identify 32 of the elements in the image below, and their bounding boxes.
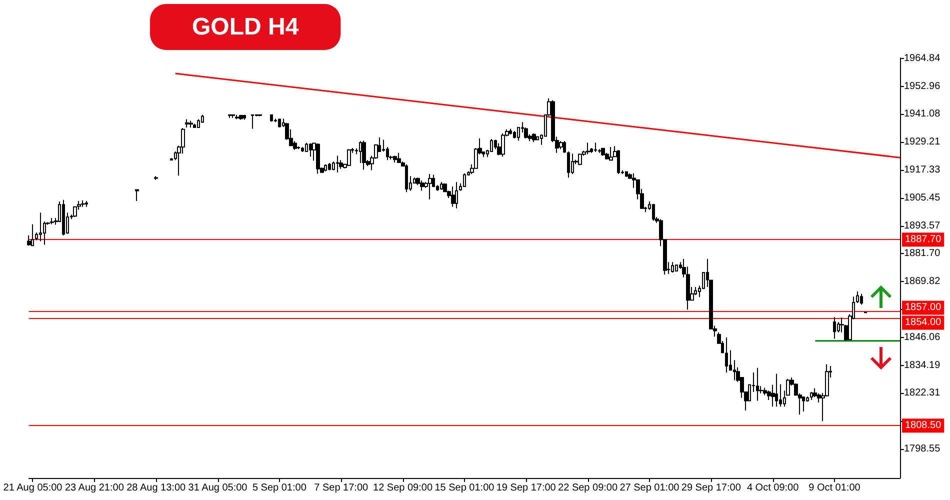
x-tick-label: 21 Aug 05:00 (3, 482, 63, 494)
x-tick-label: 7 Sep 17:00 (314, 482, 369, 494)
ref-line-label: 1854.00 (905, 317, 942, 328)
x-tick-label: 27 Sep 01:00 (620, 482, 680, 494)
x-tick-label: 5 Sep 01:00 (252, 482, 307, 494)
y-tick-label: 1964.84 (904, 52, 941, 64)
x-tick-label: 28 Aug 13:00 (126, 482, 186, 494)
y-tick-label: 1941.08 (904, 108, 941, 120)
chart-title: GOLD H4 (192, 14, 300, 40)
x-tick-label: 4 Oct 09:00 (746, 482, 800, 494)
y-tick-label: 1846.06 (904, 332, 941, 343)
y-tick-label: 1822.31 (904, 388, 941, 399)
x-tick-label: 22 Sep 09:00 (558, 482, 618, 494)
x-tick-label: 12 Sep 09:00 (373, 482, 433, 494)
ref-line-label: 1887.70 (905, 234, 942, 246)
x-tick-label: 9 Oct 01:00 (808, 482, 861, 494)
y-tick-label: 1893.57 (904, 220, 941, 232)
x-tick-label: 23 Aug 21:00 (64, 482, 124, 494)
y-tick-label: 1929.21 (904, 136, 941, 148)
y-tick-label: 1881.70 (904, 248, 941, 260)
y-tick-label: 1952.96 (904, 80, 941, 92)
x-tick-label: 19 Sep 17:00 (496, 482, 556, 494)
y-tick-label: 1834.19 (904, 360, 941, 371)
y-tick-label: 1905.45 (904, 192, 941, 204)
x-tick-label: 31 Aug 05:00 (188, 482, 248, 494)
y-tick-label: 1798.55 (904, 443, 941, 454)
y-tick-label: 1869.82 (904, 276, 941, 288)
ref-line-label: 1808.50 (905, 420, 942, 432)
x-tick-label: 15 Sep 01:00 (434, 482, 495, 494)
ref-line-label: 1857.00 (905, 302, 942, 314)
y-tick-label: 1917.33 (904, 164, 941, 176)
x-tick-label: 29 Sep 17:00 (681, 482, 742, 494)
